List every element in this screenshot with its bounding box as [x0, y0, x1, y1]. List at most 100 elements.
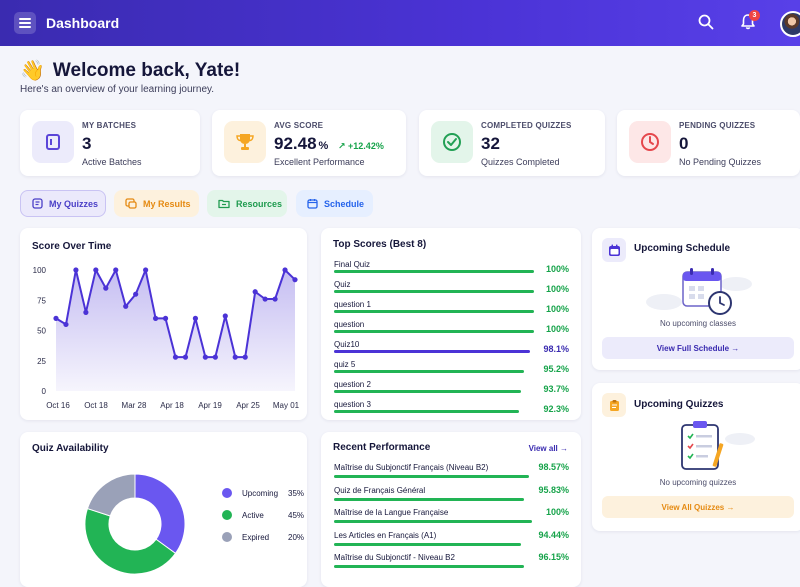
view-all-link[interactable]: View all →: [528, 444, 568, 453]
row-label: Maîtrise de la Langue Française: [334, 508, 449, 517]
donut-slice-expired[interactable]: [86, 473, 136, 517]
top-navbar: Dashboard 3: [0, 0, 800, 46]
data-point[interactable]: [212, 354, 218, 360]
calendar-icon: [602, 238, 626, 262]
row-percentage: 100%: [545, 284, 569, 294]
progress-bar: [334, 410, 519, 413]
tab-label: My Results: [143, 198, 191, 209]
stat-label: AVG SCORE: [274, 121, 324, 130]
progress-bar: [334, 330, 534, 333]
tab-label: Resources: [236, 198, 283, 209]
empty-state-text: No upcoming quizzes: [659, 478, 737, 487]
data-point[interactable]: [232, 354, 238, 360]
stat-card-completed: COMPLETED QUIZZES 32 Quizzes Completed: [419, 110, 605, 176]
upcoming-quizzes-card: Upcoming Quizzes No upcoming quizzes Vie…: [592, 383, 800, 531]
checklist-clipboard-illustration-icon: [681, 421, 755, 470]
view-full-schedule-button[interactable]: View Full Schedule →: [602, 337, 794, 359]
legend-value: 45%: [288, 510, 305, 520]
data-point[interactable]: [53, 315, 59, 321]
data-point[interactable]: [242, 354, 248, 360]
data-point[interactable]: [202, 354, 208, 360]
row-percentage: 100%: [545, 264, 569, 274]
menu-icon[interactable]: [14, 12, 36, 34]
legend-label: Expired: [242, 532, 270, 542]
stat-card-avg-score: AVG SCORE 92.48% ↗ +12.42% Excellent Per…: [212, 110, 406, 176]
page-title: Dashboard: [46, 15, 120, 31]
data-point[interactable]: [182, 354, 189, 360]
data-point[interactable]: [152, 315, 159, 321]
row-percentage: 98.1%: [543, 344, 569, 354]
legend-item-upcoming: Upcoming 35%: [222, 488, 304, 498]
data-point[interactable]: [192, 315, 199, 321]
quiz-availability-card: Quiz Availability Upcoming 35% Active 45…: [20, 432, 307, 587]
data-point[interactable]: [222, 313, 228, 319]
row-label: question 3: [334, 400, 371, 409]
folder-icon: [218, 199, 230, 209]
data-point[interactable]: [262, 296, 268, 302]
data-point[interactable]: [113, 267, 119, 273]
donut-slice-active[interactable]: [84, 507, 177, 575]
quiz-availability-donut-chart: [84, 473, 186, 575]
x-tick-label: Oct 16: [46, 401, 70, 410]
data-point[interactable]: [123, 303, 129, 309]
data-point[interactable]: [73, 267, 79, 273]
data-point[interactable]: [103, 285, 109, 291]
x-tick-label: May 01: [273, 401, 300, 410]
stat-desc: Quizzes Completed: [481, 157, 560, 167]
data-point[interactable]: [93, 267, 99, 273]
data-point[interactable]: [282, 267, 288, 273]
y-tick-label: 75: [37, 296, 46, 305]
tab-my-quizzes[interactable]: My Quizzes: [20, 190, 106, 217]
row-percentage: 98.57%: [538, 462, 569, 472]
clock-icon: [629, 121, 671, 163]
row-label: Maîtrise du Subjonctif Français (Niveau …: [334, 463, 489, 472]
row-percentage: 100%: [545, 507, 569, 517]
tab-label: My Quizzes: [49, 198, 99, 209]
y-tick-label: 100: [33, 266, 47, 275]
tab-schedule[interactable]: Schedule: [296, 190, 373, 217]
progress-bar: [334, 270, 534, 273]
stat-value: 32: [481, 134, 500, 153]
row-label: Final Quiz: [334, 260, 371, 269]
x-tick-label: Oct 18: [84, 401, 108, 410]
row-percentage: 93.7%: [543, 384, 569, 394]
legend-label: Active: [242, 510, 264, 520]
data-point[interactable]: [133, 291, 139, 297]
stat-desc: Active Batches: [82, 157, 142, 167]
x-tick-label: Apr 25: [236, 401, 260, 410]
layers-icon: [32, 121, 74, 163]
tab-resources[interactable]: Resources: [207, 190, 287, 217]
data-point[interactable]: [63, 321, 69, 328]
data-point[interactable]: [143, 267, 149, 273]
row-label: Quiz: [334, 280, 351, 289]
card-title: Top Scores (Best 8): [333, 239, 427, 250]
row-label: quiz 5: [334, 360, 356, 369]
recent-performance-card: Recent Performance View all → Maîtrise d…: [321, 432, 581, 587]
card-title: Upcoming Quizzes: [634, 399, 724, 410]
data-point[interactable]: [172, 354, 179, 360]
tab-my-results[interactable]: My Results: [114, 190, 199, 217]
avatar[interactable]: [780, 11, 800, 37]
donut-slice-upcoming[interactable]: [134, 473, 186, 555]
stat-card-batches: MY BATCHES 3 Active Batches: [20, 110, 200, 176]
stat-trend: ↗ +12.42%: [338, 141, 384, 151]
calendar-icon: [307, 199, 318, 209]
progress-bar: [334, 370, 525, 373]
score-over-time-card: Score Over Time 0 25 50 75 100 Oct 16 Oct 18 Ma…: [20, 228, 307, 420]
data-point[interactable]: [272, 296, 278, 302]
data-point[interactable]: [292, 277, 298, 283]
clipboard-icon: [602, 393, 626, 417]
legend-label: Upcoming: [242, 488, 279, 498]
progress-bar: [334, 542, 521, 546]
row-percentage: 95.2%: [543, 364, 569, 374]
row-percentage: 92.3%: [543, 404, 569, 414]
data-point[interactable]: [162, 315, 169, 321]
waving-hand-icon: 👋: [20, 60, 45, 82]
search-icon[interactable]: [698, 14, 716, 32]
legend-value: 20%: [288, 532, 305, 542]
row-label: Quiz de Français Général: [334, 485, 426, 495]
data-point[interactable]: [83, 309, 89, 315]
stat-value: 3: [82, 134, 92, 153]
view-all-quizzes-button[interactable]: View All Quizzes →: [602, 496, 794, 518]
data-point[interactable]: [252, 289, 258, 295]
